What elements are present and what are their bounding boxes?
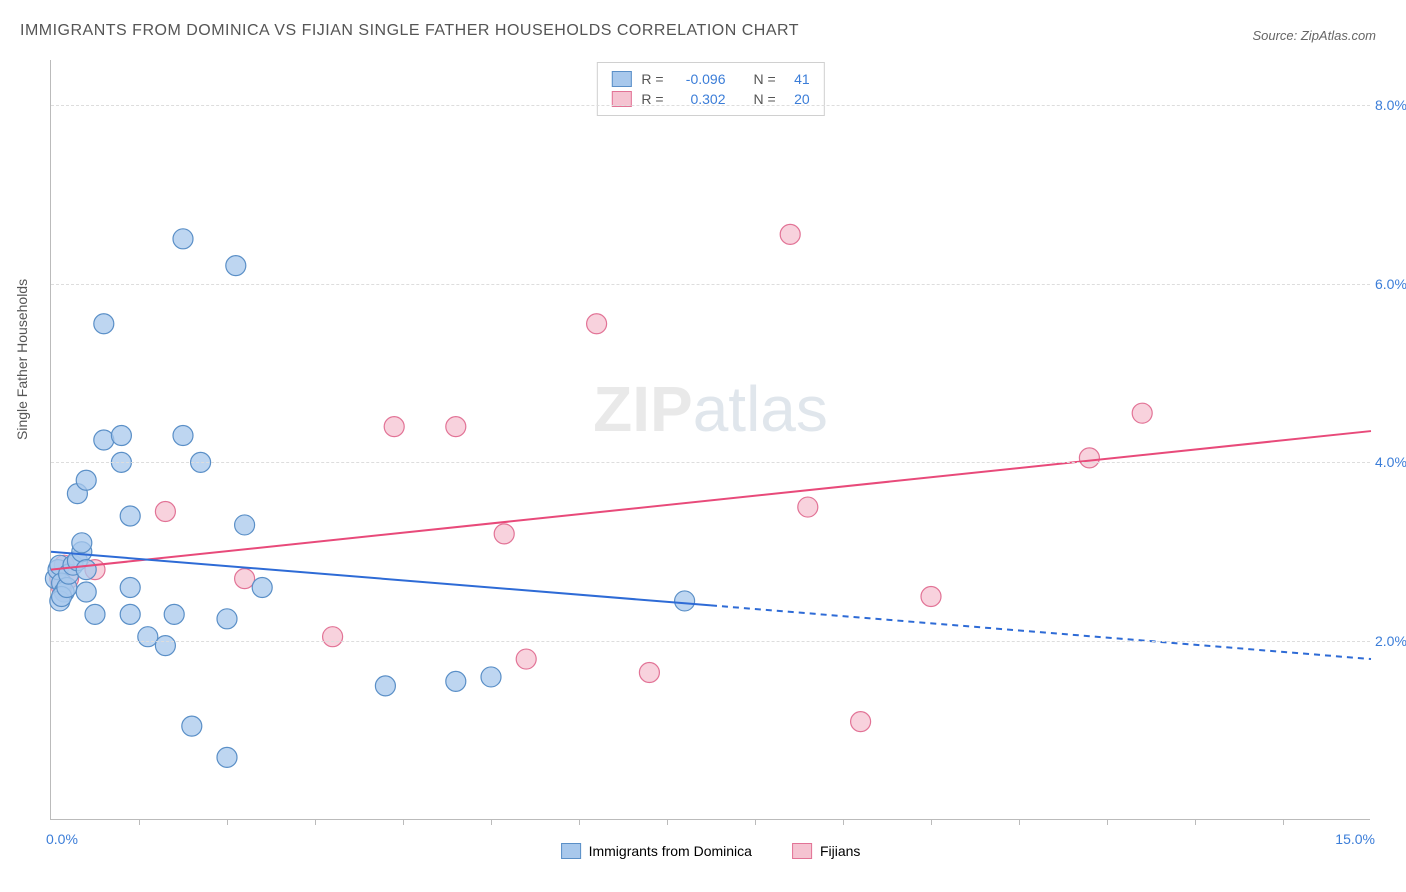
x-tick-mark (755, 819, 756, 825)
scatter-point (173, 229, 193, 249)
scatter-point (120, 578, 140, 598)
scatter-point (587, 314, 607, 334)
x-tick-mark (1195, 819, 1196, 825)
legend-item-series2: Fijians (792, 843, 860, 859)
scatter-point (217, 747, 237, 767)
x-tick-label: 0.0% (46, 831, 78, 847)
y-tick-label: 2.0% (1375, 633, 1406, 649)
scatter-point (1079, 448, 1099, 468)
scatter-point (164, 604, 184, 624)
scatter-point (516, 649, 536, 669)
scatter-point (173, 426, 193, 446)
scatter-point (235, 515, 255, 535)
x-tick-mark (403, 819, 404, 825)
scatter-plot (51, 60, 1370, 819)
scatter-point (921, 586, 941, 606)
scatter-point (217, 609, 237, 629)
trend-line (51, 552, 711, 606)
scatter-point (384, 417, 404, 437)
scatter-point (94, 314, 114, 334)
x-tick-mark (1107, 819, 1108, 825)
scatter-point (494, 524, 514, 544)
grid-line (51, 105, 1370, 106)
x-tick-mark (315, 819, 316, 825)
x-tick-mark (579, 819, 580, 825)
chart-title: IMMIGRANTS FROM DOMINICA VS FIJIAN SINGL… (20, 22, 799, 40)
x-tick-mark (843, 819, 844, 825)
scatter-point (780, 224, 800, 244)
scatter-point (76, 582, 96, 602)
trend-line (51, 431, 1371, 570)
scatter-point (481, 667, 501, 687)
scatter-point (446, 417, 466, 437)
grid-line (51, 462, 1370, 463)
scatter-point (94, 430, 114, 450)
scatter-point (252, 578, 272, 598)
trend-line (711, 605, 1371, 659)
scatter-point (675, 591, 695, 611)
x-tick-mark (227, 819, 228, 825)
scatter-point (235, 569, 255, 589)
chart-container: IMMIGRANTS FROM DOMINICA VS FIJIAN SINGL… (0, 0, 1406, 892)
scatter-point (182, 716, 202, 736)
scatter-point (120, 506, 140, 526)
legend-item-series1: Immigrants from Dominica (561, 843, 752, 859)
scatter-point (851, 712, 871, 732)
scatter-point (76, 470, 96, 490)
scatter-point (85, 604, 105, 624)
x-tick-mark (667, 819, 668, 825)
plot-area: ZIPatlas R = -0.096 N = 41 R = 0.302 N =… (50, 60, 1370, 820)
scatter-point (446, 671, 466, 691)
y-tick-label: 6.0% (1375, 276, 1406, 292)
legend-label-series1: Immigrants from Dominica (589, 843, 752, 859)
scatter-point (323, 627, 343, 647)
source-label: Source: ZipAtlas.com (1252, 28, 1376, 43)
x-tick-mark (1283, 819, 1284, 825)
scatter-point (138, 627, 158, 647)
legend-label-series2: Fijians (820, 843, 860, 859)
scatter-point (1132, 403, 1152, 423)
x-tick-mark (491, 819, 492, 825)
legend-swatch-series2 (792, 843, 812, 859)
scatter-point (798, 497, 818, 517)
grid-line (51, 641, 1370, 642)
scatter-point (76, 560, 96, 580)
x-tick-label: 15.0% (1335, 831, 1375, 847)
x-tick-mark (1019, 819, 1020, 825)
series-legend: Immigrants from Dominica Fijians (561, 843, 861, 859)
scatter-point (111, 426, 131, 446)
scatter-point (155, 502, 175, 522)
legend-swatch-series1 (561, 843, 581, 859)
scatter-point (120, 604, 140, 624)
y-axis-label: Single Father Households (14, 279, 30, 440)
x-tick-mark (139, 819, 140, 825)
y-tick-label: 8.0% (1375, 97, 1406, 113)
scatter-point (639, 662, 659, 682)
x-tick-mark (931, 819, 932, 825)
scatter-point (226, 256, 246, 276)
scatter-point (375, 676, 395, 696)
scatter-point (72, 533, 92, 553)
grid-line (51, 284, 1370, 285)
scatter-point (155, 636, 175, 656)
y-tick-label: 4.0% (1375, 454, 1406, 470)
